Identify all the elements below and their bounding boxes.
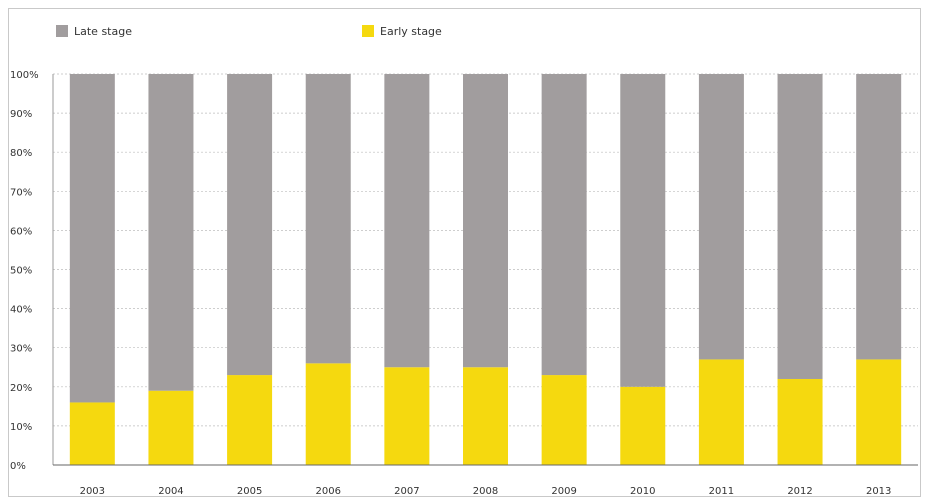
legend-swatch-early-stage [362,25,374,37]
x-tick-label: 2008 [473,486,498,497]
x-tick-label: 2003 [80,486,105,497]
bar-early-stage-2006 [305,363,351,465]
bar-late-stage-2012 [777,74,823,379]
x-tick-label: 2007 [394,486,419,497]
y-tick-label: 10% [10,422,32,433]
bar-early-stage-2011 [698,359,744,465]
bar-early-stage-2008 [463,367,508,465]
legend-label-early-stage: Early stage [380,25,442,38]
y-tick-label: 0% [10,461,26,472]
bar-late-stage-2009 [541,74,587,376]
bar-early-stage-2010 [620,386,666,465]
bar-early-stage-2013 [856,359,902,465]
y-tick-label: 100% [10,70,39,81]
bar-early-stage-2007 [384,367,430,465]
legend-swatch-late-stage [56,25,68,37]
y-tick-label: 80% [10,148,32,159]
bar-late-stage-2011 [698,74,744,360]
y-tick-label: 40% [10,305,32,316]
y-tick-label: 50% [10,266,32,277]
legend-label-late-stage: Late stage [74,25,132,38]
bar-late-stage-2003 [69,74,115,403]
bar-late-stage-2006 [305,74,351,364]
y-tick-label: 20% [10,383,32,394]
y-tick-label: 70% [10,187,32,198]
legend: Late stage Early stage [56,25,442,38]
x-tick-label: 2012 [787,486,812,497]
y-tick-label: 90% [10,109,32,120]
bar-early-stage-2012 [777,378,823,465]
x-tick-label: 2010 [630,486,655,497]
x-tick-label: 2006 [316,486,341,497]
x-tick-label: 2005 [237,486,262,497]
y-tick-label: 60% [10,226,32,237]
bars [69,74,902,465]
bar-late-stage-2007 [384,74,430,368]
x-tick-label: 2013 [866,486,891,497]
bar-late-stage-2010 [620,74,666,387]
bar-late-stage-2004 [148,74,194,391]
bar-early-stage-2003 [69,402,115,465]
bar-early-stage-2009 [541,375,587,465]
bar-late-stage-2013 [856,74,902,360]
x-tick-label: 2009 [551,486,576,497]
bar-early-stage-2004 [148,390,194,465]
x-axis-ticks: 2003 2004 2005 2006 2007 2008 2009 2010 2011 2012… [80,486,892,497]
y-tick-label: 30% [10,344,32,355]
x-tick-label: 2011 [709,486,734,497]
bar-late-stage-2008 [463,74,508,368]
x-tick-label: 2004 [158,486,183,497]
bar-late-stage-2005 [227,74,273,376]
bar-early-stage-2005 [227,375,273,465]
y-axis-ticks: 0% 10% 20% 30% 40% 50% 60% 70% 80% 90% 100% [10,70,39,472]
